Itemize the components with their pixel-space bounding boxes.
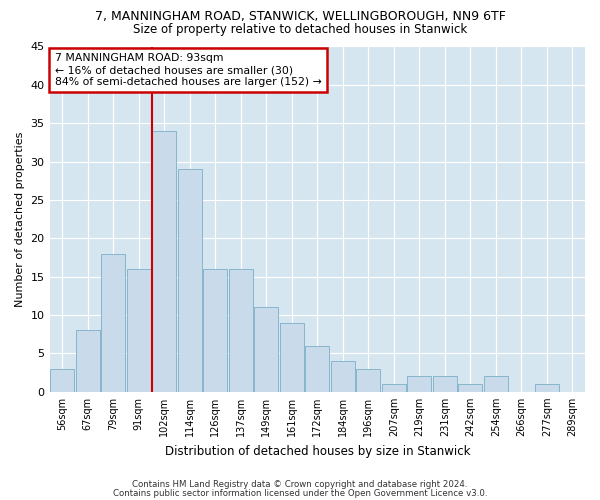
Bar <box>101 254 125 392</box>
Bar <box>50 369 74 392</box>
Bar <box>127 269 151 392</box>
Bar <box>458 384 482 392</box>
Bar <box>254 308 278 392</box>
Bar <box>382 384 406 392</box>
X-axis label: Distribution of detached houses by size in Stanwick: Distribution of detached houses by size … <box>164 444 470 458</box>
Bar <box>76 330 100 392</box>
Bar <box>305 346 329 392</box>
Bar <box>152 131 176 392</box>
Bar <box>203 269 227 392</box>
Bar <box>407 376 431 392</box>
Y-axis label: Number of detached properties: Number of detached properties <box>15 132 25 307</box>
Text: Contains HM Land Registry data © Crown copyright and database right 2024.: Contains HM Land Registry data © Crown c… <box>132 480 468 489</box>
Bar <box>433 376 457 392</box>
Text: 7, MANNINGHAM ROAD, STANWICK, WELLINGBOROUGH, NN9 6TF: 7, MANNINGHAM ROAD, STANWICK, WELLINGBOR… <box>95 10 505 23</box>
Text: 7 MANNINGHAM ROAD: 93sqm
← 16% of detached houses are smaller (30)
84% of semi-d: 7 MANNINGHAM ROAD: 93sqm ← 16% of detach… <box>55 54 322 86</box>
Bar <box>331 361 355 392</box>
Bar <box>484 376 508 392</box>
Bar <box>178 170 202 392</box>
Bar <box>535 384 559 392</box>
Bar <box>356 369 380 392</box>
Bar <box>229 269 253 392</box>
Text: Contains public sector information licensed under the Open Government Licence v3: Contains public sector information licen… <box>113 488 487 498</box>
Bar <box>280 322 304 392</box>
Text: Size of property relative to detached houses in Stanwick: Size of property relative to detached ho… <box>133 22 467 36</box>
